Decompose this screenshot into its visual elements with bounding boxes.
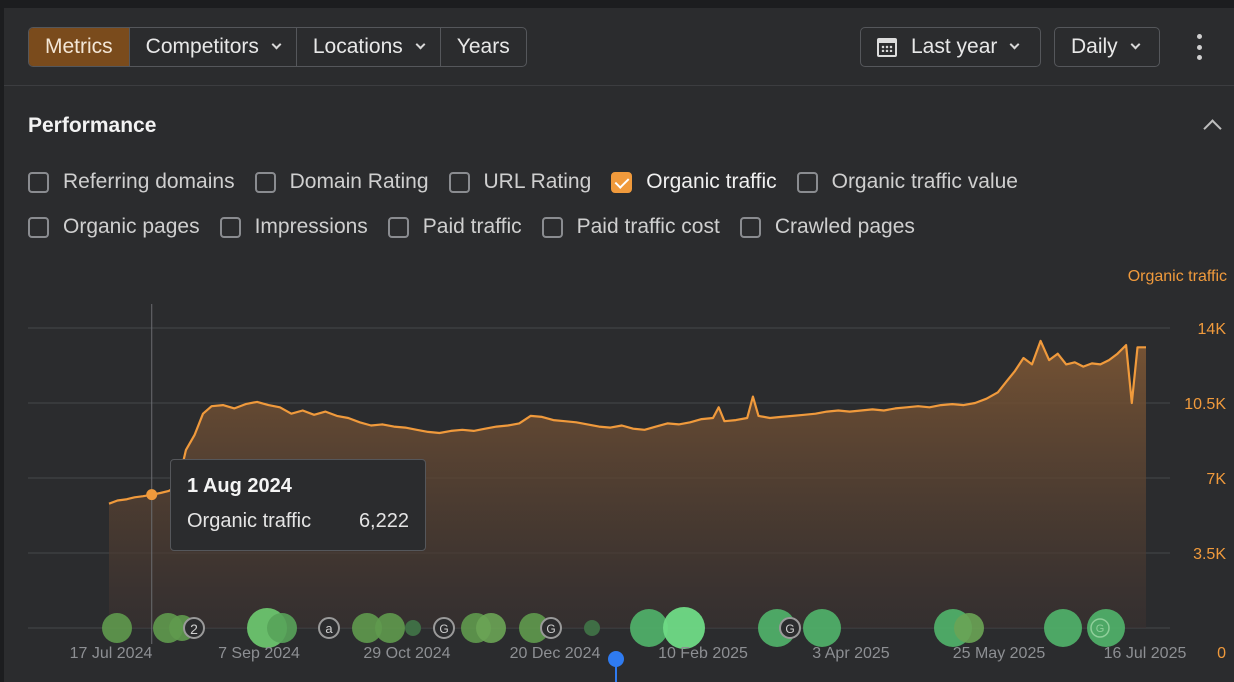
more-options-icon[interactable] bbox=[1192, 34, 1206, 60]
marker-green[interactable] bbox=[1044, 609, 1125, 647]
y-tick-label: 3.5K bbox=[1193, 546, 1226, 563]
checkbox[interactable] bbox=[387, 216, 409, 238]
marker-green[interactable] bbox=[934, 609, 984, 647]
marker-green[interactable] bbox=[102, 613, 132, 643]
svg-text:G: G bbox=[785, 622, 794, 636]
metric-organic-traffic-value[interactable]: Organic traffic value bbox=[796, 170, 1018, 194]
google-update-icon[interactable]: G bbox=[433, 617, 455, 639]
tab-competitors[interactable]: Competitors bbox=[130, 28, 297, 66]
metric-row-1: Referring domains Domain Rating URL Rati… bbox=[28, 170, 1038, 194]
checkbox-checked[interactable] bbox=[611, 171, 633, 193]
app-frame: Metrics Competitors Locations Years Last… bbox=[4, 8, 1234, 682]
y-tick-label: 0 bbox=[1217, 645, 1226, 662]
svg-text:G: G bbox=[439, 622, 448, 636]
x-tick-label: 25 May 2025 bbox=[953, 645, 1046, 662]
amazon-icon[interactable]: a bbox=[318, 617, 340, 639]
google-update-icon[interactable]: G bbox=[1090, 618, 1110, 638]
metric-organic-traffic[interactable]: Organic traffic bbox=[611, 170, 777, 194]
organic-traffic-line bbox=[108, 339, 1146, 505]
tooltip-row: Organic traffic 6,222 bbox=[187, 510, 409, 533]
y-tick-label: 7K bbox=[1206, 471, 1226, 488]
organic-traffic-area bbox=[109, 340, 1146, 628]
marker-green[interactable] bbox=[461, 613, 506, 643]
tab-locations[interactable]: Locations bbox=[297, 28, 441, 66]
metric-url-rating[interactable]: URL Rating bbox=[448, 170, 591, 194]
tooltip-metric: Organic traffic bbox=[187, 510, 312, 532]
x-tick-label: 16 Jul 2025 bbox=[1104, 645, 1187, 662]
marker-green-small[interactable] bbox=[405, 620, 421, 636]
metric-crawled-pages[interactable]: Crawled pages bbox=[739, 215, 915, 239]
chart-tooltip: 1 Aug 2024 Organic traffic 6,222 bbox=[170, 459, 426, 551]
toolbar: Metrics Competitors Locations Years Last… bbox=[4, 8, 1234, 86]
tab-years[interactable]: Years bbox=[456, 35, 510, 58]
x-tick-label: 17 Jul 2024 bbox=[70, 645, 153, 662]
google-update-icon[interactable]: G bbox=[779, 617, 801, 639]
svg-text:G: G bbox=[1096, 623, 1105, 635]
tooltip-date: 1 Aug 2024 bbox=[187, 475, 292, 497]
today-marker[interactable] bbox=[608, 651, 624, 682]
checkbox[interactable] bbox=[219, 216, 241, 238]
checkbox[interactable] bbox=[254, 171, 276, 193]
checkbox[interactable] bbox=[28, 171, 49, 193]
checkbox[interactable] bbox=[739, 216, 761, 238]
metric-paid-traffic[interactable]: Paid traffic bbox=[387, 215, 522, 239]
marker-green[interactable] bbox=[352, 613, 405, 643]
metric-organic-pages[interactable]: Organic pages bbox=[28, 215, 200, 239]
checkbox[interactable] bbox=[28, 216, 49, 238]
metric-row-2: Organic pages Impressions Paid traffic P… bbox=[28, 215, 935, 239]
svg-text:a: a bbox=[325, 621, 333, 636]
x-tick-label: 20 Dec 2024 bbox=[510, 645, 601, 662]
interval-dropdown[interactable]: Daily bbox=[1054, 27, 1160, 67]
date-range-dropdown[interactable]: Last year bbox=[860, 27, 1041, 67]
tooltip-value: 6,222 bbox=[358, 510, 409, 532]
annotation-markers: 2 a G G G G bbox=[102, 607, 1125, 682]
y-tick-label: 14K bbox=[1198, 321, 1227, 338]
hover-point bbox=[146, 489, 158, 501]
checkbox[interactable] bbox=[448, 171, 470, 193]
svg-text:2: 2 bbox=[190, 621, 198, 637]
series-label: Organic traffic bbox=[1127, 268, 1227, 285]
marker-green-small[interactable] bbox=[584, 620, 600, 636]
y-tick-label: 10.5K bbox=[1184, 396, 1226, 413]
marker-green[interactable] bbox=[803, 609, 841, 647]
view-tabs: Metrics Competitors Locations Years bbox=[28, 27, 527, 67]
marker-green[interactable] bbox=[247, 608, 297, 648]
metric-domain-rating[interactable]: Domain Rating bbox=[254, 170, 429, 194]
marker-green[interactable] bbox=[630, 607, 705, 649]
tab-metrics[interactable]: Metrics bbox=[29, 28, 130, 66]
marker-green[interactable] bbox=[519, 613, 549, 643]
calendar-icon bbox=[877, 37, 897, 57]
google-update-icon[interactable]: G bbox=[540, 617, 562, 639]
marker-count-icon[interactable]: 2 bbox=[183, 617, 205, 639]
x-tick-label: 10 Feb 2025 bbox=[658, 645, 748, 662]
x-tick-label: 29 Oct 2024 bbox=[363, 645, 450, 662]
checkbox[interactable] bbox=[541, 216, 563, 238]
metric-paid-traffic-cost[interactable]: Paid traffic cost bbox=[541, 215, 720, 239]
svg-text:G: G bbox=[546, 622, 555, 636]
checkbox[interactable] bbox=[796, 171, 818, 193]
x-tick-label: 7 Sep 2024 bbox=[218, 645, 300, 662]
section-title: Performance bbox=[28, 114, 157, 137]
metric-impressions[interactable]: Impressions bbox=[219, 215, 368, 239]
x-tick-label: 3 Apr 2025 bbox=[812, 645, 890, 662]
metric-referring-domains[interactable]: Referring domains bbox=[28, 170, 235, 194]
